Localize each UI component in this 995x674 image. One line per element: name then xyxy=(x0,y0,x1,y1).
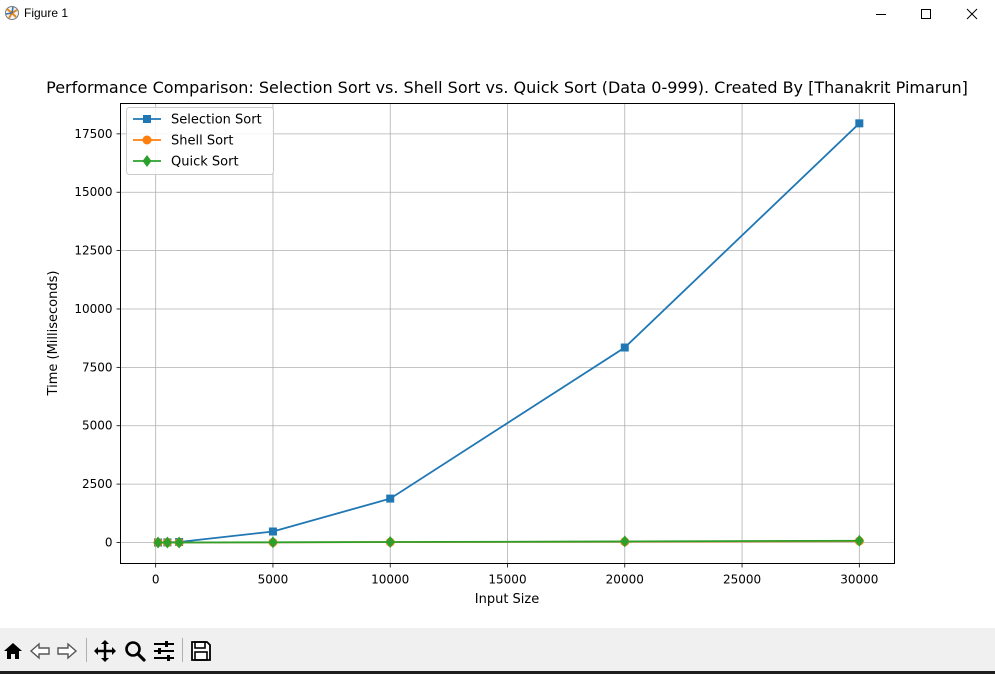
x-axis-label: Input Size xyxy=(475,592,539,607)
data-point xyxy=(268,527,277,536)
data-point xyxy=(386,494,395,503)
toolbar-separator xyxy=(182,638,183,662)
x-tick-label: 5000 xyxy=(258,573,289,587)
y-tick-label: 7500 xyxy=(82,360,113,374)
save-icon xyxy=(191,641,211,661)
x-tick-label: 30000 xyxy=(840,573,878,587)
y-tick-label: 15000 xyxy=(74,185,112,199)
save-button[interactable] xyxy=(188,638,214,664)
data-point xyxy=(620,535,630,548)
pan-button[interactable] xyxy=(92,638,118,664)
y-tick-label: 10000 xyxy=(74,302,112,316)
close-button[interactable] xyxy=(949,0,995,28)
x-tick-label: 25000 xyxy=(723,573,761,587)
legend-box xyxy=(126,107,274,175)
back-button[interactable] xyxy=(27,638,53,664)
toolbar-separator xyxy=(86,638,87,662)
maximize-icon xyxy=(921,9,931,19)
window-title: Figure 1 xyxy=(24,6,69,20)
close-icon xyxy=(966,8,978,20)
configure-subplots-button[interactable] xyxy=(151,638,177,664)
legend-marker xyxy=(142,135,152,145)
series-layer xyxy=(153,119,864,549)
minimize-button[interactable] xyxy=(858,0,904,28)
taskbar-edge xyxy=(0,671,995,674)
data-point xyxy=(174,536,184,549)
navigation-toolbar xyxy=(0,628,995,672)
pan-icon xyxy=(94,640,116,662)
matplotlib-app-icon xyxy=(5,6,19,20)
chart-title: Performance Comparison: Selection Sort v… xyxy=(46,78,968,97)
legend-label: Selection Sort xyxy=(171,113,262,128)
zoom-button[interactable] xyxy=(122,638,148,664)
y-tick-label: 0 xyxy=(105,535,113,549)
y-tick-label: 5000 xyxy=(82,419,113,433)
y-tick-label: 17500 xyxy=(74,127,112,141)
x-tick-label: 10000 xyxy=(371,573,409,587)
series-quick-sort xyxy=(153,534,864,549)
legend-label: Quick Sort xyxy=(171,155,239,170)
forward-button[interactable] xyxy=(54,638,80,664)
home-button[interactable] xyxy=(0,638,26,664)
y-tick-label: 12500 xyxy=(74,244,112,258)
data-point xyxy=(153,536,163,549)
data-point xyxy=(855,119,864,128)
x-tick-label: 15000 xyxy=(488,573,526,587)
data-point xyxy=(385,536,395,549)
data-point xyxy=(854,534,864,547)
figure-canvas[interactable]: Performance Comparison: Selection Sort v… xyxy=(0,28,995,628)
x-tick-label: 20000 xyxy=(606,573,644,587)
line-chart: Performance Comparison: Selection Sort v… xyxy=(46,78,968,607)
maximize-button[interactable] xyxy=(903,0,949,28)
home-icon xyxy=(4,643,22,659)
minimize-icon xyxy=(876,14,886,15)
legend-marker xyxy=(143,115,151,123)
configure-subplots-icon xyxy=(154,641,174,661)
title-bar[interactable]: Figure 1 xyxy=(0,0,995,28)
y-axis-label: Time (Milliseconds) xyxy=(46,271,61,397)
legend: Selection Sort Shell Sort Quick Sort xyxy=(126,107,274,175)
x-tick-label: 0 xyxy=(152,573,160,587)
series-selection-sort xyxy=(154,119,864,547)
legend-marker xyxy=(142,155,152,167)
forward-arrow-icon xyxy=(57,642,78,660)
zoom-icon xyxy=(125,641,146,662)
data-point xyxy=(620,343,629,352)
axis-ticks: 0 5000 10000 15000 20000 25000 30000 0 2500 5000 7… xyxy=(74,127,878,587)
data-point xyxy=(268,536,278,549)
legend-label: Shell Sort xyxy=(171,134,234,149)
data-point xyxy=(162,536,172,549)
back-arrow-icon xyxy=(29,642,50,660)
series-line xyxy=(158,122,860,544)
y-tick-label: 2500 xyxy=(82,477,113,491)
